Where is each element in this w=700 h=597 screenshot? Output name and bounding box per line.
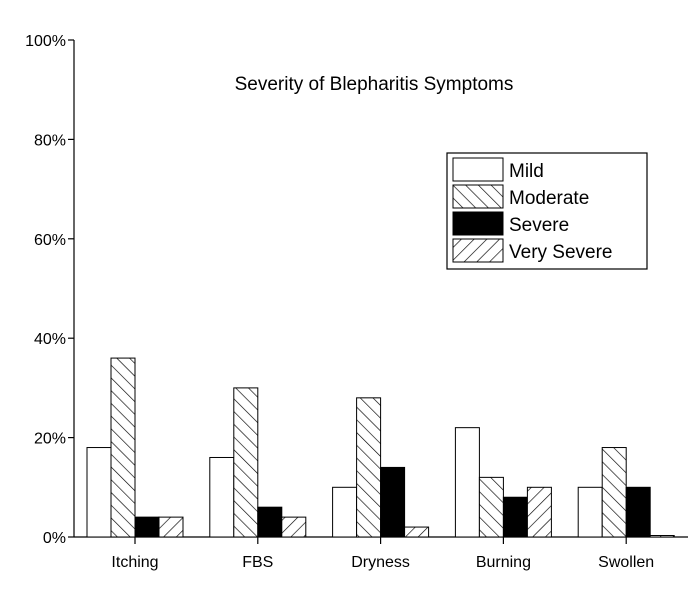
bar-moderate-itching — [110, 357, 136, 538]
y-tick-label: 40% — [34, 331, 66, 348]
chart-title: Severity of Blepharitis Symptoms — [235, 74, 514, 95]
x-tick-label: Dryness — [351, 554, 410, 571]
bar-severe-swollen — [625, 486, 651, 538]
bar-mild-burning — [454, 427, 480, 538]
bar-very-severe-itching — [158, 516, 184, 538]
bar-moderate-dryness — [356, 397, 382, 538]
x-tick-label: FBS — [242, 554, 273, 571]
legend-swatch-mild — [452, 157, 504, 182]
legend-label: Mild — [509, 161, 544, 182]
y-tick-label: 80% — [34, 132, 66, 149]
y-tick-label: 20% — [34, 431, 66, 448]
y-tick-label: 60% — [34, 232, 66, 249]
legend-label: Very Severe — [509, 242, 613, 263]
bar-very-severe-burning — [526, 486, 552, 538]
bar-moderate-fbs — [233, 387, 259, 538]
bar-mild-itching — [86, 447, 112, 538]
bar-mild-swollen — [577, 486, 603, 538]
bar-severe-fbs — [257, 506, 283, 538]
bar-mild-fbs — [209, 456, 235, 538]
bar-very-severe-swollen — [649, 535, 675, 538]
x-axis: Itching FBS Dryness Burning Swollen — [74, 536, 688, 571]
legend: Mild Moderate Severe Very Severe — [446, 152, 648, 270]
bar-moderate-burning — [478, 476, 504, 538]
x-tick-label: Burning — [476, 554, 531, 571]
x-tick-label: Itching — [111, 554, 158, 571]
bar-severe-itching — [134, 516, 160, 538]
legend-swatch-very-severe — [452, 238, 504, 263]
bar-moderate-swollen — [601, 447, 627, 538]
legend-swatch-moderate — [452, 184, 504, 209]
y-tick-label: 100% — [25, 33, 66, 50]
bar-mild-dryness — [332, 486, 358, 538]
legend-label: Severe — [509, 215, 569, 236]
bars — [86, 357, 675, 538]
bar-severe-dryness — [380, 466, 406, 538]
x-tick-label: Swollen — [598, 554, 654, 571]
y-tick-label: 0% — [43, 530, 66, 547]
y-axis: 0% 20% 40% 60% 80% 100% — [25, 33, 75, 547]
bar-very-severe-dryness — [404, 526, 430, 538]
bar-very-severe-fbs — [281, 516, 307, 538]
bar-severe-burning — [502, 496, 528, 538]
legend-swatch-severe — [452, 211, 504, 236]
legend-label: Moderate — [509, 188, 589, 209]
